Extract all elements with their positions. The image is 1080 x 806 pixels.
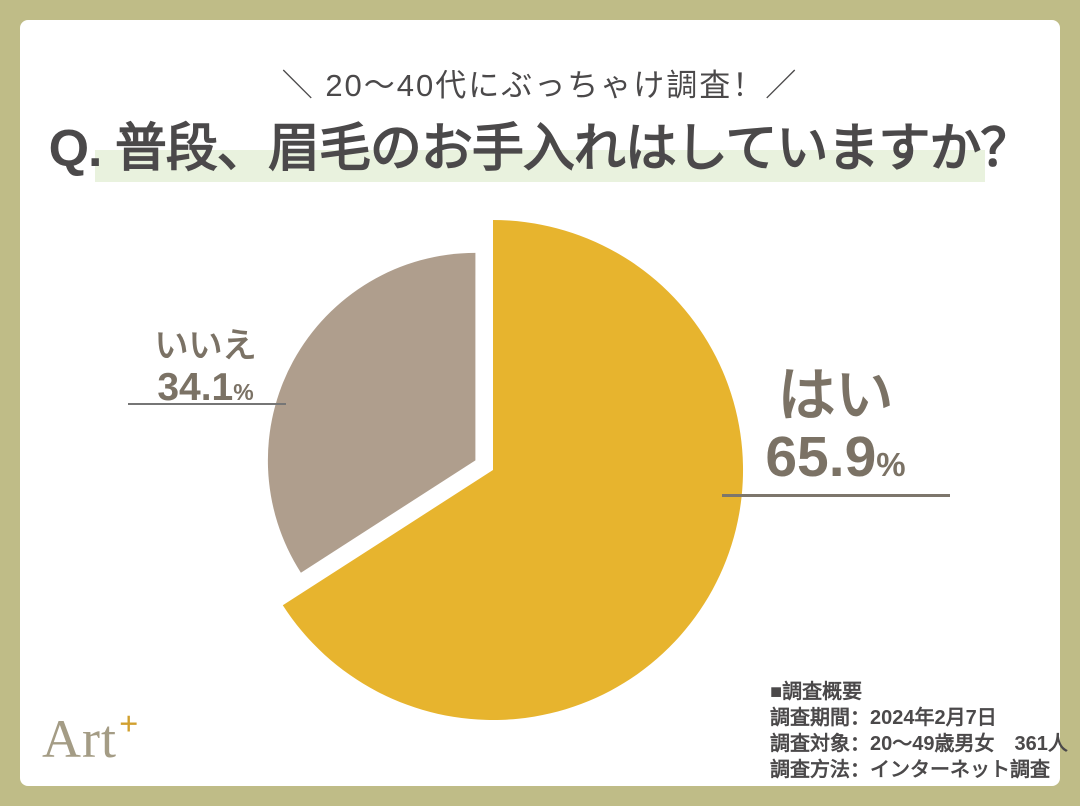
answer-yes-value: 65.9% xyxy=(718,424,953,489)
answer-no-value: 34.1% xyxy=(118,365,293,410)
leader-line-no xyxy=(128,403,286,405)
brand-logo: Art+ xyxy=(42,706,139,770)
answer-yes-percent-sign: % xyxy=(876,445,906,483)
survey-line-period: 調査期間：2024年2月7日 xyxy=(770,707,997,729)
question-title: Q. 普段、眉毛のお手入れはしていますか？ xyxy=(48,120,1033,178)
pie-slice-no xyxy=(267,252,476,573)
answer-label-no: いいえ 34.1% xyxy=(118,326,293,410)
answer-no-number: 34.1 xyxy=(157,365,234,409)
survey-summary: ■調査概要 調査期間：2024年2月7日 調査対象：20〜49歳男女 361人 … xyxy=(770,679,1068,783)
title-highlight-bar xyxy=(95,150,985,182)
answer-no-text: いいえ xyxy=(154,327,257,365)
answer-label-yes: はい 65.9% xyxy=(718,363,953,489)
brand-logo-text: Art xyxy=(42,709,117,769)
survey-line-method: 調査方法：インターネット調査 xyxy=(770,759,1050,781)
survey-heading: ■調査概要 xyxy=(770,681,863,703)
answer-no-percent-sign: % xyxy=(233,378,254,405)
answer-yes-number: 65.9 xyxy=(765,424,877,489)
answer-yes-text: はい xyxy=(777,363,894,428)
survey-line-target: 調査対象：20〜49歳男女 361人 xyxy=(770,733,1068,755)
pie-chart xyxy=(267,220,744,720)
leader-line-yes xyxy=(722,494,950,497)
brand-logo-plus-icon: + xyxy=(118,706,140,743)
pie-slice-yes xyxy=(282,220,744,720)
catchphrase: ＼ 20〜40代にぶっちゃけ調査！／ xyxy=(281,68,799,103)
